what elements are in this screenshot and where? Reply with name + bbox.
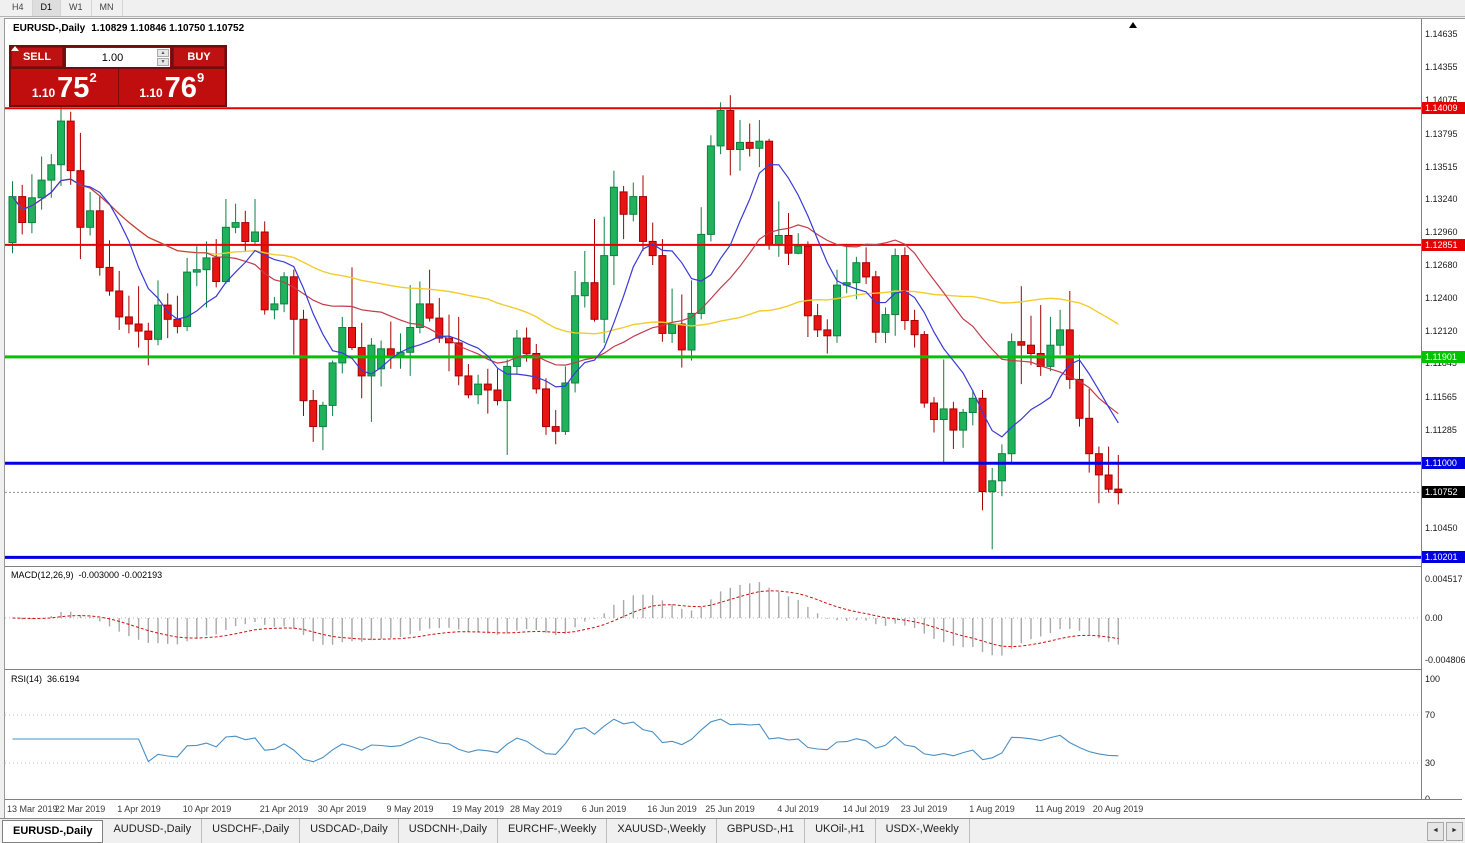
date-label: 23 Jul 2019 (900, 804, 948, 814)
ohlc-values: 1.10829 1.10846 1.10750 1.10752 (91, 23, 245, 34)
chart-title: EURUSD-,Daily 1.10829 1.10846 1.10750 1.1… (13, 23, 244, 34)
axis-label: 1.11845 (1425, 358, 1457, 368)
sell-price-pip: 2 (89, 70, 97, 85)
tab-eurusd-daily[interactable]: EURUSD-,Daily (2, 820, 104, 843)
sell-price-prefix: 1.10 (31, 86, 56, 100)
tab-gbpusd-h1[interactable]: GBPUSD-,H1 (717, 819, 806, 843)
date-label: 28 May 2019 (509, 804, 563, 814)
axis-label: 1.10450 (1425, 523, 1458, 533)
rsi-title: RSI(14) (11, 674, 43, 684)
panel-collapse-icon[interactable] (11, 46, 19, 51)
sell-button[interactable]: SELL (11, 47, 63, 67)
date-label: 14 Jul 2019 (842, 804, 890, 814)
date-label: 16 Jun 2019 (647, 804, 697, 814)
price-level-badge: 1.10201 (1422, 551, 1465, 563)
date-label: 13 Mar 2019 (7, 804, 58, 814)
date-label: 21 Apr 2019 (259, 804, 309, 814)
axis-label: 1.12680 (1425, 260, 1458, 270)
buy-button[interactable]: BUY (173, 47, 225, 67)
macd-title: MACD(12,26,9) (11, 570, 74, 580)
date-label: 6 Jun 2019 (581, 804, 627, 814)
tabs-scroll-right-icon[interactable]: ► (1446, 822, 1463, 841)
chart-window: EURUSD-,Daily 1.10829 1.10846 1.10750 1.1… (4, 18, 1465, 820)
macd-label: MACD(12,26,9) -0.003000 -0.002193 (11, 570, 163, 580)
axis-label: 1.12120 (1425, 326, 1458, 336)
price-axis: 1.14635 1.14355 1.14075 1.13795 1.13515 1.132… (1422, 19, 1465, 819)
volume-up-icon[interactable]: ▲ (157, 49, 169, 57)
timeframe-mn-button[interactable]: MN (92, 0, 123, 16)
buy-price-big: 76 (164, 72, 197, 104)
volume-input[interactable] (66, 49, 170, 67)
price-level-badge: 1.11000 (1422, 457, 1465, 469)
timeframe-toolbar: H4 D1 W1 MN (0, 0, 1465, 17)
axis-label: 0.00 (1425, 613, 1443, 623)
rsi-value: 36.6194 (47, 674, 80, 684)
axis-label: 1.14075 (1425, 95, 1458, 105)
date-label: 4 Jul 2019 (777, 804, 819, 814)
tab-xauusd-weekly[interactable]: XAUUSD-,Weekly (607, 819, 717, 843)
timeframe-d1-button[interactable]: D1 (32, 0, 62, 16)
symbol-period-label: EURUSD-,Daily (13, 23, 86, 34)
date-label: 25 Jun 2019 (705, 804, 755, 814)
axis-label: 1.14355 (1425, 62, 1458, 72)
axis-label: 1.14635 (1425, 29, 1458, 39)
timeframe-w1-button[interactable]: W1 (61, 0, 92, 16)
date-label: 11 Aug 2019 (1035, 804, 1085, 814)
axis-label: 70 (1425, 710, 1436, 720)
tab-usdchf-daily[interactable]: USDCHF-,Daily (202, 819, 301, 843)
axis-label: 0.004517 (1425, 574, 1463, 584)
macd-values: -0.003000 -0.002193 (78, 570, 163, 580)
date-label: 30 Apr 2019 (317, 804, 367, 814)
tab-usdcnh-daily[interactable]: USDCNH-,Daily (399, 819, 498, 843)
axis-label: -0.004806 (1425, 655, 1465, 665)
axis-label: 30 (1425, 758, 1436, 768)
price-level-badge: 1.11901 (1422, 351, 1465, 363)
timeframe-buttons: H4 D1 W1 MN (4, 0, 123, 16)
date-label: 19 May 2019 (451, 804, 505, 814)
volume-input-wrap: ▲ ▼ (65, 47, 171, 67)
axis-label: 1.13240 (1425, 194, 1458, 204)
tab-ukoil-h1[interactable]: UKOil-,H1 (805, 819, 876, 843)
price-divider (117, 69, 119, 105)
chart-tabs-bar: EURUSD-,Daily AUDUSD-,Daily USDCHF-,Daily U… (0, 818, 1465, 843)
date-label: 1 Aug 2019 (969, 804, 1015, 814)
tab-usdcad-daily[interactable]: USDCAD-,Daily (300, 819, 399, 843)
chart-shift-icon (1129, 22, 1137, 28)
sell-price-big: 75 (57, 72, 90, 104)
buy-price-pip: 9 (196, 70, 205, 85)
date-label: 10 Apr 2019 (182, 804, 232, 814)
axis-label: 1.12400 (1425, 293, 1458, 303)
main-chart[interactable] (5, 19, 1462, 799)
price-level-badge: 1.10752 (1422, 486, 1465, 498)
one-click-trade-panel: SELL ▲ ▼ BUY 1.10 75 2 1.10 76 9 (9, 45, 227, 107)
date-label: 22 Mar 2019 (54, 804, 106, 814)
date-axis: 13 Mar 2019 22 Mar 2019 1 Apr 2019 10 Apr 2… (5, 799, 1462, 820)
timeframe-h4-button[interactable]: H4 (4, 0, 33, 16)
axis-label: 100 (1425, 674, 1441, 684)
tab-usdx-weekly[interactable]: USDX-,Weekly (876, 819, 970, 843)
chart-tabs: EURUSD-,Daily AUDUSD-,Daily USDCHF-,Daily U… (0, 819, 1465, 843)
date-label: 1 Apr 2019 (117, 804, 161, 814)
buy-price[interactable]: 1.10 76 9 (118, 69, 225, 105)
tab-eurchf-weekly[interactable]: EURCHF-,Weekly (498, 819, 608, 843)
rsi-label: RSI(14) 36.6194 (11, 674, 80, 684)
axis-label: 1.13515 (1425, 162, 1458, 172)
axis-label: 1.13795 (1425, 129, 1458, 139)
tab-audusd-daily[interactable]: AUDUSD-,Daily (103, 819, 203, 843)
buy-price-prefix: 1.10 (139, 86, 163, 100)
volume-down-icon[interactable]: ▼ (157, 58, 169, 66)
sell-price[interactable]: 1.10 75 2 (11, 69, 118, 105)
axis-label: 1.11565 (1425, 392, 1457, 402)
date-label: 20 Aug 2019 (1092, 804, 1144, 814)
price-level-badge: 1.12851 (1422, 239, 1465, 251)
price-level-badge: 1.14009 (1422, 102, 1465, 114)
date-label: 9 May 2019 (386, 804, 434, 814)
axis-label: 1.11285 (1425, 425, 1457, 435)
tabs-scroll-left-icon[interactable]: ◄ (1427, 822, 1444, 841)
axis-label: 1.12960 (1425, 227, 1458, 237)
